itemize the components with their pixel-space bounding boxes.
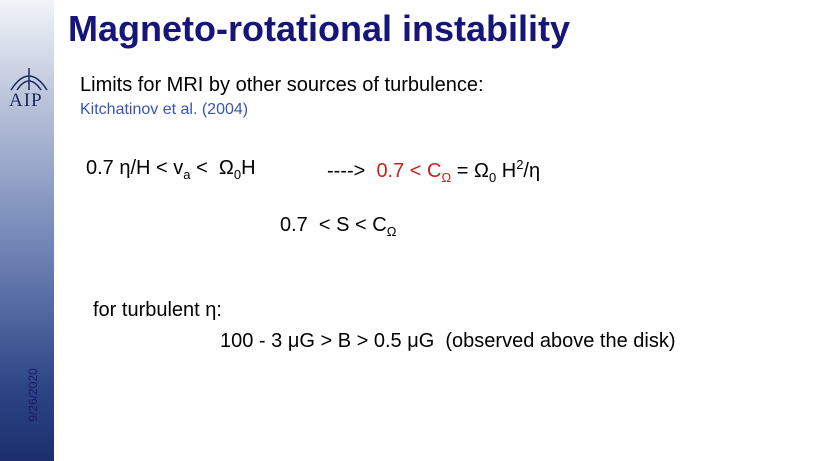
formula-part: 0.7 η/H < v xyxy=(86,157,184,179)
formula: 0.7 < S < CΩ xyxy=(280,214,396,239)
formula-part: a xyxy=(183,167,191,182)
formula-part: 0 xyxy=(488,170,497,185)
note: for turbulent η: xyxy=(93,299,222,321)
formula-part: H xyxy=(241,157,256,179)
formula-part: /η xyxy=(523,160,541,182)
formula-part: Ω xyxy=(386,224,397,239)
reference: Kitchatinov et al. (2004) xyxy=(80,101,249,118)
logo-graphic xyxy=(10,68,48,91)
formula-part: = Ω xyxy=(451,160,489,182)
formula: ----> 0.7 < CΩ = Ω0 H2/η xyxy=(327,157,540,185)
formula-part: 0 xyxy=(233,167,242,182)
formula-part: 0.7 < C xyxy=(376,160,442,182)
subtitle: Limits for MRI by other sources of turbu… xyxy=(80,74,484,96)
formula-part: 2 xyxy=(516,157,524,172)
title: Magneto-rotational instability xyxy=(68,8,571,49)
date: 9/26/2020 xyxy=(26,368,40,422)
formula: 0.7 η/H < va < Ω0H xyxy=(86,157,256,182)
formula-part: Ω xyxy=(441,170,452,185)
formula-part: H xyxy=(496,160,517,182)
formula-part: 0.7 < S < C xyxy=(280,214,387,236)
formula-part: < Ω xyxy=(190,157,234,179)
formula-part: ----> xyxy=(327,160,377,182)
logo: AIP xyxy=(9,90,43,111)
estimate: 100 - 3 μG > B > 0.5 μG (observed above … xyxy=(220,330,676,352)
